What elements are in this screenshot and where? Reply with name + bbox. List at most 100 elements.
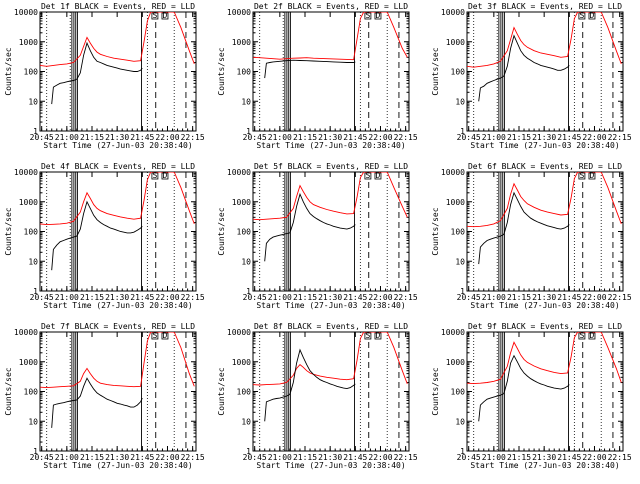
y-tick-label: 100 — [24, 68, 39, 77]
y-tick-label: 10000 — [14, 8, 38, 17]
y-tick-label: 1 — [246, 127, 251, 136]
x-axis-label: Start Time (27-Jun-03 20:38:40) — [470, 461, 619, 470]
flag-box-s — [364, 332, 372, 340]
y-tick-label: 10 — [241, 257, 251, 266]
x-tick-label: 20:45 — [243, 293, 267, 302]
x-tick-label: 21:00 — [55, 293, 79, 302]
flag-label-d: D — [376, 331, 381, 340]
panel-title: Det 9f BLACK = Events, RED = LLD — [468, 322, 622, 331]
y-tick-label: 1000 — [232, 358, 251, 367]
series-line-events — [478, 191, 570, 265]
y-tick-label: 10000 — [227, 8, 251, 17]
y-tick-label: 10000 — [227, 328, 251, 337]
flag-box-s — [151, 332, 159, 340]
y-tick-label: 10 — [455, 257, 465, 266]
x-tick-label: 20:45 — [30, 453, 54, 462]
flag-box-s — [151, 172, 159, 180]
x-tick-label: 22:00 — [155, 293, 179, 302]
panel-title: Det 6f BLACK = Events, RED = LLD — [468, 162, 622, 171]
x-tick-label: 21:00 — [55, 133, 79, 142]
x-axis-label: Start Time (27-Jun-03 20:38:40) — [470, 301, 619, 310]
flag-box-s — [578, 12, 586, 20]
x-tick-label: 22:00 — [582, 133, 606, 142]
y-axis-label: Counts/sec — [431, 367, 440, 415]
panel-title: Det 8f BLACK = Events, RED = LLD — [254, 322, 408, 331]
series-line-events — [264, 348, 356, 422]
x-tick-label: 21:45 — [130, 133, 154, 142]
x-axis-label: Start Time (27-Jun-03 20:38:40) — [256, 461, 405, 470]
plot-frame — [252, 331, 410, 452]
y-tick-label: 1000 — [446, 38, 465, 47]
flag-box-d — [588, 12, 596, 20]
y-tick-label: 100 — [237, 68, 252, 77]
x-tick-label: 21:45 — [343, 453, 367, 462]
y-tick-label: 1 — [460, 127, 465, 136]
flag-label-s: S — [152, 171, 157, 180]
y-tick-label: 1 — [246, 447, 251, 456]
x-tick-label: 21:15 — [293, 293, 317, 302]
x-tick-label: 21:30 — [532, 133, 556, 142]
x-tick-label: 21:30 — [318, 133, 342, 142]
x-tick-label: 21:15 — [80, 293, 104, 302]
y-axis-label: Counts/sec — [431, 47, 440, 95]
flag-box-d — [161, 172, 169, 180]
x-tick-label: 22:15 — [181, 133, 205, 142]
detector-panel-3: Det 3f BLACK = Events, RED = LLD 1 10 100 10… — [431, 2, 632, 150]
x-tick-label: 21:45 — [557, 133, 581, 142]
plot-area — [467, 172, 622, 291]
plot-frame — [252, 11, 410, 132]
x-tick-label: 21:45 — [557, 293, 581, 302]
x-tick-label: 21:15 — [293, 453, 317, 462]
x-tick-label: 21:30 — [318, 453, 342, 462]
x-tick-label: 22:15 — [608, 453, 632, 462]
flag-label-d: D — [163, 11, 168, 20]
flag-box-d — [161, 12, 169, 20]
x-tick-label: 22:00 — [368, 133, 392, 142]
y-tick-label: 100 — [451, 388, 466, 397]
plot-area — [40, 332, 195, 451]
flag-box-d — [374, 12, 382, 20]
y-tick-label: 10000 — [14, 168, 38, 177]
y-tick-label: 1 — [33, 447, 38, 456]
y-tick-label: 100 — [24, 388, 39, 397]
x-tick-label: 21:30 — [318, 293, 342, 302]
x-tick-label: 22:00 — [155, 453, 179, 462]
series-line-lld — [467, 172, 622, 228]
plot-frame — [252, 171, 410, 292]
series-line-events — [51, 200, 143, 271]
x-tick-label: 21:00 — [55, 453, 79, 462]
x-tick-label: 21:15 — [507, 453, 531, 462]
x-tick-label: 22:00 — [582, 293, 606, 302]
x-tick-label: 21:15 — [507, 293, 531, 302]
y-axis-label: Counts/sec — [4, 367, 13, 415]
flag-label-d: D — [163, 171, 168, 180]
y-tick-label: 10 — [241, 97, 251, 106]
flag-box-d — [161, 332, 169, 340]
x-tick-label: 21:00 — [482, 453, 506, 462]
y-tick-label: 1 — [460, 287, 465, 296]
flag-label-d: D — [590, 171, 595, 180]
plot-frame — [39, 331, 197, 452]
plot-area — [467, 332, 622, 451]
x-tick-label: 21:45 — [130, 293, 154, 302]
detector-panel-1: Det 1f BLACK = Events, RED = LLD 1 10 100 10… — [4, 2, 205, 150]
y-tick-label: 10000 — [441, 8, 465, 17]
flag-box-d — [588, 332, 596, 340]
series-line-events — [51, 377, 143, 428]
detector-panel-8: Det 8f BLACK = Events, RED = LLD 1 10 100 10… — [217, 322, 418, 470]
y-axis-label: Counts/sec — [4, 47, 13, 95]
flag-box-d — [374, 172, 382, 180]
x-tick-label: 21:00 — [482, 133, 506, 142]
plot-frame — [39, 11, 197, 132]
y-tick-label: 1000 — [232, 38, 251, 47]
detector-panel-2: Det 2f BLACK = Events, RED = LLD 1 10 100 10… — [217, 2, 418, 150]
x-tick-label: 20:45 — [457, 453, 481, 462]
x-axis-label: Start Time (27-Jun-03 20:38:40) — [470, 141, 619, 150]
series-line-events — [51, 41, 143, 105]
plot-area — [40, 172, 195, 291]
y-tick-label: 1 — [33, 287, 38, 296]
x-tick-label: 22:15 — [394, 133, 418, 142]
x-tick-label: 21:30 — [532, 453, 556, 462]
